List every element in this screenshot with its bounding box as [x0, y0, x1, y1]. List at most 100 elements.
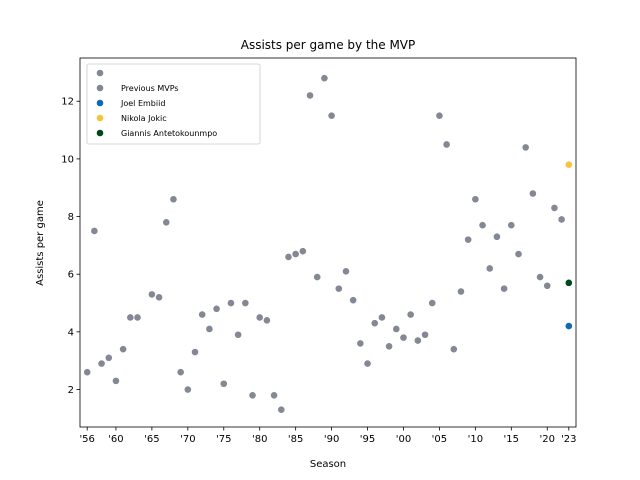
point-0-45	[414, 337, 422, 344]
legend-marker-extra	[96, 69, 104, 77]
point-0-39	[371, 319, 379, 327]
point-0-54	[479, 221, 486, 229]
x-tick-label-14: '23	[561, 434, 576, 445]
legend: Previous MVPs Joel Embiid Nikola Jokic Gian…	[86, 63, 261, 145]
point-0-52	[464, 236, 472, 243]
x-tick-label-0: '56	[79, 434, 94, 445]
point-0-57	[500, 285, 508, 292]
point-3-0	[565, 279, 573, 287]
point-2-0	[565, 161, 573, 168]
point-0-25	[270, 391, 278, 399]
point-0-26	[277, 406, 285, 414]
point-0-34	[335, 285, 343, 292]
legend-marker-3	[96, 129, 104, 137]
y-tick-label-4: 10	[61, 154, 74, 165]
point-0-30	[306, 92, 314, 99]
point-0-28	[292, 250, 299, 258]
y-tick-label-5: 12	[61, 97, 74, 108]
x-tick-label-2: '65	[144, 434, 159, 445]
point-0-43	[400, 334, 407, 341]
x-tick-label-10: '05	[432, 434, 447, 445]
legend-marker-0	[96, 84, 104, 92]
legend-marker-2	[96, 114, 104, 122]
point-0-14	[191, 348, 199, 356]
point-0-18	[220, 380, 228, 388]
point-0-37	[357, 340, 364, 347]
point-0-47	[428, 299, 436, 307]
point-0-27	[285, 253, 292, 261]
x-tick-label-4: '75	[216, 434, 231, 445]
point-0-38	[364, 360, 371, 367]
point-0-42	[392, 325, 400, 333]
x-tick-label-9: '00	[396, 434, 411, 445]
point-0-50	[450, 345, 458, 353]
y-tick-label-1: 4	[68, 327, 74, 338]
x-tick-label-8: '95	[360, 434, 375, 445]
point-0-21	[242, 299, 249, 307]
point-0-48	[436, 112, 443, 119]
y-tick-label-2: 6	[68, 270, 74, 281]
point-0-46	[421, 331, 429, 339]
x-axis-title: Season	[310, 459, 346, 470]
legend-label-0: Previous MVPs	[121, 84, 179, 93]
x-tick-label-7: '90	[324, 434, 339, 445]
point-0-13	[184, 386, 192, 393]
point-0-41	[385, 342, 393, 350]
point-0-33	[328, 112, 335, 119]
point-0-64	[551, 204, 558, 212]
x-tick-label-11: '10	[468, 434, 483, 445]
y-tick-label-0: 2	[68, 385, 74, 396]
x-tick-label-13: '20	[540, 434, 555, 445]
point-0-61	[529, 190, 537, 197]
point-0-56	[493, 233, 501, 241]
point-0-11	[170, 195, 177, 203]
point-0-20	[234, 331, 242, 339]
point-0-29	[299, 247, 307, 255]
point-0-31	[313, 273, 321, 281]
x-tick-label-6: '85	[288, 434, 303, 445]
point-0-49	[443, 141, 450, 148]
y-tick-label-3: 8	[68, 212, 74, 223]
point-0-10	[162, 219, 170, 226]
point-0-0	[83, 368, 91, 376]
x-tick-label-3: '70	[180, 434, 195, 445]
point-0-12	[177, 368, 184, 376]
point-0-51	[457, 288, 465, 295]
point-0-8	[148, 291, 156, 298]
y-axis-title: Assists per game	[35, 200, 46, 286]
point-0-3	[105, 354, 113, 362]
point-0-24	[263, 317, 271, 324]
point-0-23	[256, 314, 264, 321]
point-0-58	[508, 221, 515, 229]
legend-entries: Previous MVPs Joel Embiid Nikola Jokic Gian…	[96, 69, 217, 138]
point-1-0	[565, 322, 573, 330]
y-axis-ticks: 2 4 6 8 10 12	[61, 97, 80, 396]
point-0-22	[249, 391, 256, 399]
legend-label-3: Giannis Antetokounmpo	[121, 129, 217, 138]
point-0-15	[198, 311, 206, 318]
point-0-2	[98, 360, 105, 367]
x-tick-label-5: '80	[252, 434, 267, 445]
plot-area-frame	[79, 57, 577, 428]
x-tick-label-1: '60	[108, 434, 123, 445]
point-0-17	[213, 305, 220, 313]
plot-points	[83, 74, 573, 414]
point-0-40	[378, 314, 386, 321]
point-0-44	[407, 311, 414, 318]
point-0-63	[543, 282, 551, 290]
point-0-35	[342, 268, 350, 275]
point-0-7	[134, 314, 141, 321]
point-0-55	[486, 265, 494, 272]
point-0-16	[206, 325, 213, 333]
point-0-6	[127, 314, 134, 321]
point-0-36	[349, 296, 357, 304]
x-tick-label-12: '15	[504, 434, 519, 445]
point-0-60	[522, 144, 529, 151]
point-0-19	[227, 299, 235, 307]
point-0-62	[536, 273, 544, 281]
point-0-65	[558, 216, 565, 223]
point-0-1	[91, 227, 98, 235]
legend-box	[86, 63, 261, 145]
x-axis-ticks: '56 '60 '65 '70 '75 '80 '85 '90 '95 '00 '05 '10 '15 '…	[79, 427, 577, 445]
